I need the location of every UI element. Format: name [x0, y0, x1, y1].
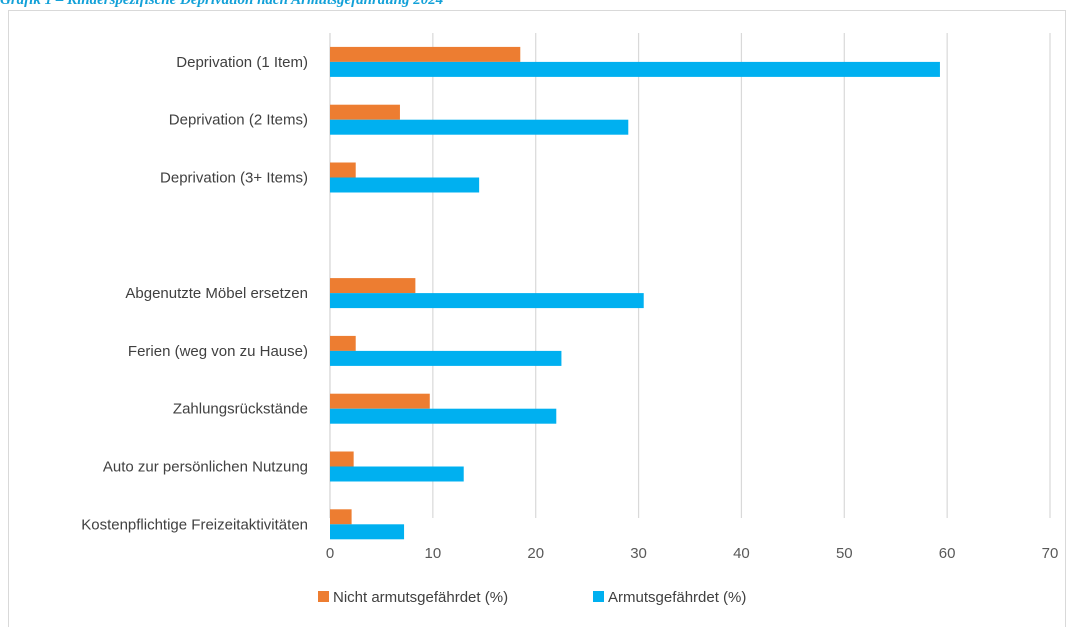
- x-tick-label: 0: [326, 545, 334, 562]
- x-tick-label: 30: [630, 545, 647, 562]
- chart-frame: [8, 10, 1066, 627]
- category-label: Kostenpflichtige Freizeitaktivitäten: [81, 516, 308, 533]
- category-label: Deprivation (3+ Items): [160, 170, 308, 187]
- legend-swatch: [318, 591, 329, 602]
- x-tick-label: 10: [425, 545, 442, 562]
- gridlines: [329, 33, 1051, 518]
- bar-armutsgefaehrdet: [330, 293, 644, 309]
- x-tick-label: 70: [1042, 545, 1059, 562]
- category-label: Deprivation (1 Item): [176, 54, 308, 71]
- bar-nicht-armutsgefaehrdet: [330, 278, 416, 294]
- bar-nicht-armutsgefaehrdet: [330, 335, 356, 351]
- bar-armutsgefaehrdet: [330, 119, 629, 135]
- bar-nicht-armutsgefaehrdet: [330, 162, 356, 178]
- legend-swatch: [593, 591, 604, 602]
- chart-title: Grafik 1 – Kinderspezifische Deprivation…: [0, 0, 444, 8]
- bar-armutsgefaehrdet: [330, 61, 940, 77]
- bar-nicht-armutsgefaehrdet: [330, 104, 400, 120]
- category-label: Zahlungsrückstände: [173, 401, 308, 418]
- legend: Nicht armutsgefährdet (%) Armutsgefährdet…: [318, 589, 746, 606]
- x-tick-label: 60: [939, 545, 956, 562]
- bar-nicht-armutsgefaehrdet: [330, 393, 430, 409]
- legend-label: Nicht armutsgefährdet (%): [333, 589, 508, 606]
- category-label: Ferien (weg von zu Hause): [128, 343, 308, 360]
- legend-label: Armutsgefährdet (%): [608, 589, 746, 606]
- tick-labels: 0 10 20 30 40 50 60 70: [326, 545, 1059, 562]
- bars: [330, 46, 940, 540]
- bar-armutsgefaehrdet: [330, 524, 405, 540]
- bar-armutsgefaehrdet: [330, 350, 562, 366]
- bar-armutsgefaehrdet: [330, 466, 464, 482]
- x-tick-label: 40: [733, 545, 750, 562]
- bar-armutsgefaehrdet: [330, 408, 557, 424]
- category-label: Auto zur persönlichen Nutzung: [103, 459, 308, 476]
- x-tick-label: 20: [527, 545, 544, 562]
- bar-armutsgefaehrdet: [330, 177, 480, 193]
- bar-nicht-armutsgefaehrdet: [330, 46, 521, 62]
- bar-nicht-armutsgefaehrdet: [330, 451, 354, 467]
- bar-nicht-armutsgefaehrdet: [330, 509, 352, 525]
- x-tick-label: 50: [836, 545, 853, 562]
- category-labels: Deprivation (1 Item) Deprivation (2 Items…: [81, 54, 308, 533]
- category-label: Deprivation (2 Items): [169, 112, 308, 129]
- category-label: Abgenutzte Möbel ersetzen: [125, 285, 308, 302]
